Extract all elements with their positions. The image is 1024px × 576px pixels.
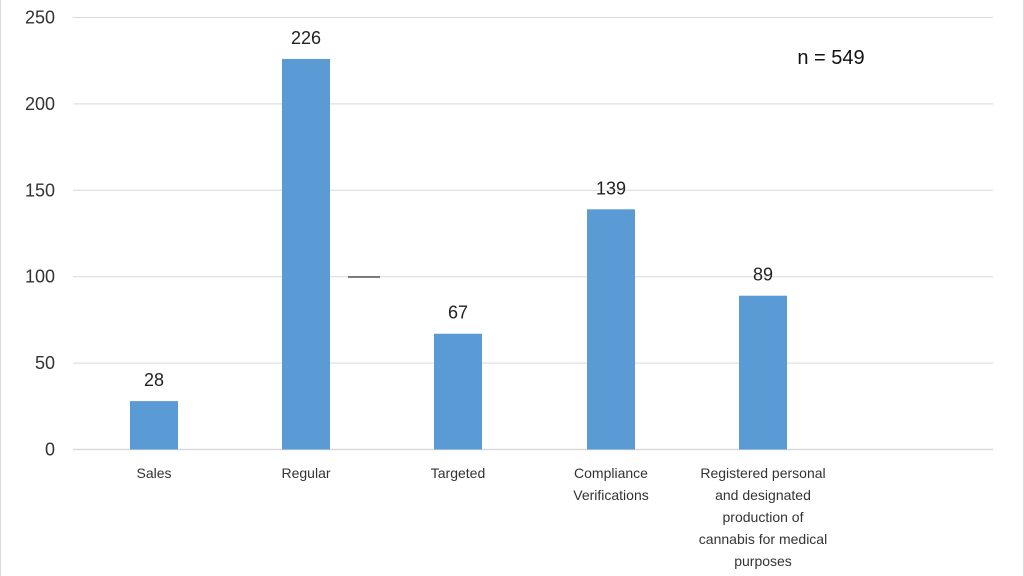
- category-label: Sales: [136, 465, 171, 481]
- y-tick-label: 250: [25, 8, 55, 28]
- category-label: Compliance: [574, 465, 648, 481]
- bars: [130, 58, 787, 450]
- category-label: Registered personal: [700, 465, 825, 481]
- category-label: cannabis for medical: [699, 531, 827, 547]
- bar: [739, 295, 787, 450]
- data-label: 89: [753, 265, 773, 285]
- sample-size-annotation: n = 549: [797, 47, 864, 69]
- category-label: production of: [723, 509, 804, 525]
- category-labels: Sales Regular Targeted Compliance Verificati…: [136, 465, 827, 569]
- bar: [130, 401, 178, 450]
- bar: [282, 58, 330, 450]
- category-label: Regular: [281, 465, 330, 481]
- category-label: Verifications: [573, 487, 648, 503]
- category-label: purposes: [734, 553, 792, 569]
- gridlines: [73, 17, 993, 451]
- category-label: and designated: [715, 487, 811, 503]
- data-label: 226: [291, 28, 321, 48]
- y-tick-label: 150: [25, 180, 55, 200]
- y-tick-label: 0: [45, 440, 55, 460]
- y-tick-label: 50: [35, 353, 55, 373]
- data-labels: 28 226 67 139 89: [144, 28, 773, 390]
- y-tick-label: 100: [25, 267, 55, 287]
- bar: [587, 209, 635, 450]
- data-label: 139: [596, 178, 626, 198]
- y-tick-label: 200: [25, 94, 55, 114]
- data-label: 28: [144, 370, 164, 390]
- category-label: Targeted: [431, 465, 485, 481]
- bar: [434, 333, 482, 450]
- y-axis-ticks: 0 50 100 150 200 250: [25, 8, 55, 460]
- data-label: 67: [448, 303, 468, 323]
